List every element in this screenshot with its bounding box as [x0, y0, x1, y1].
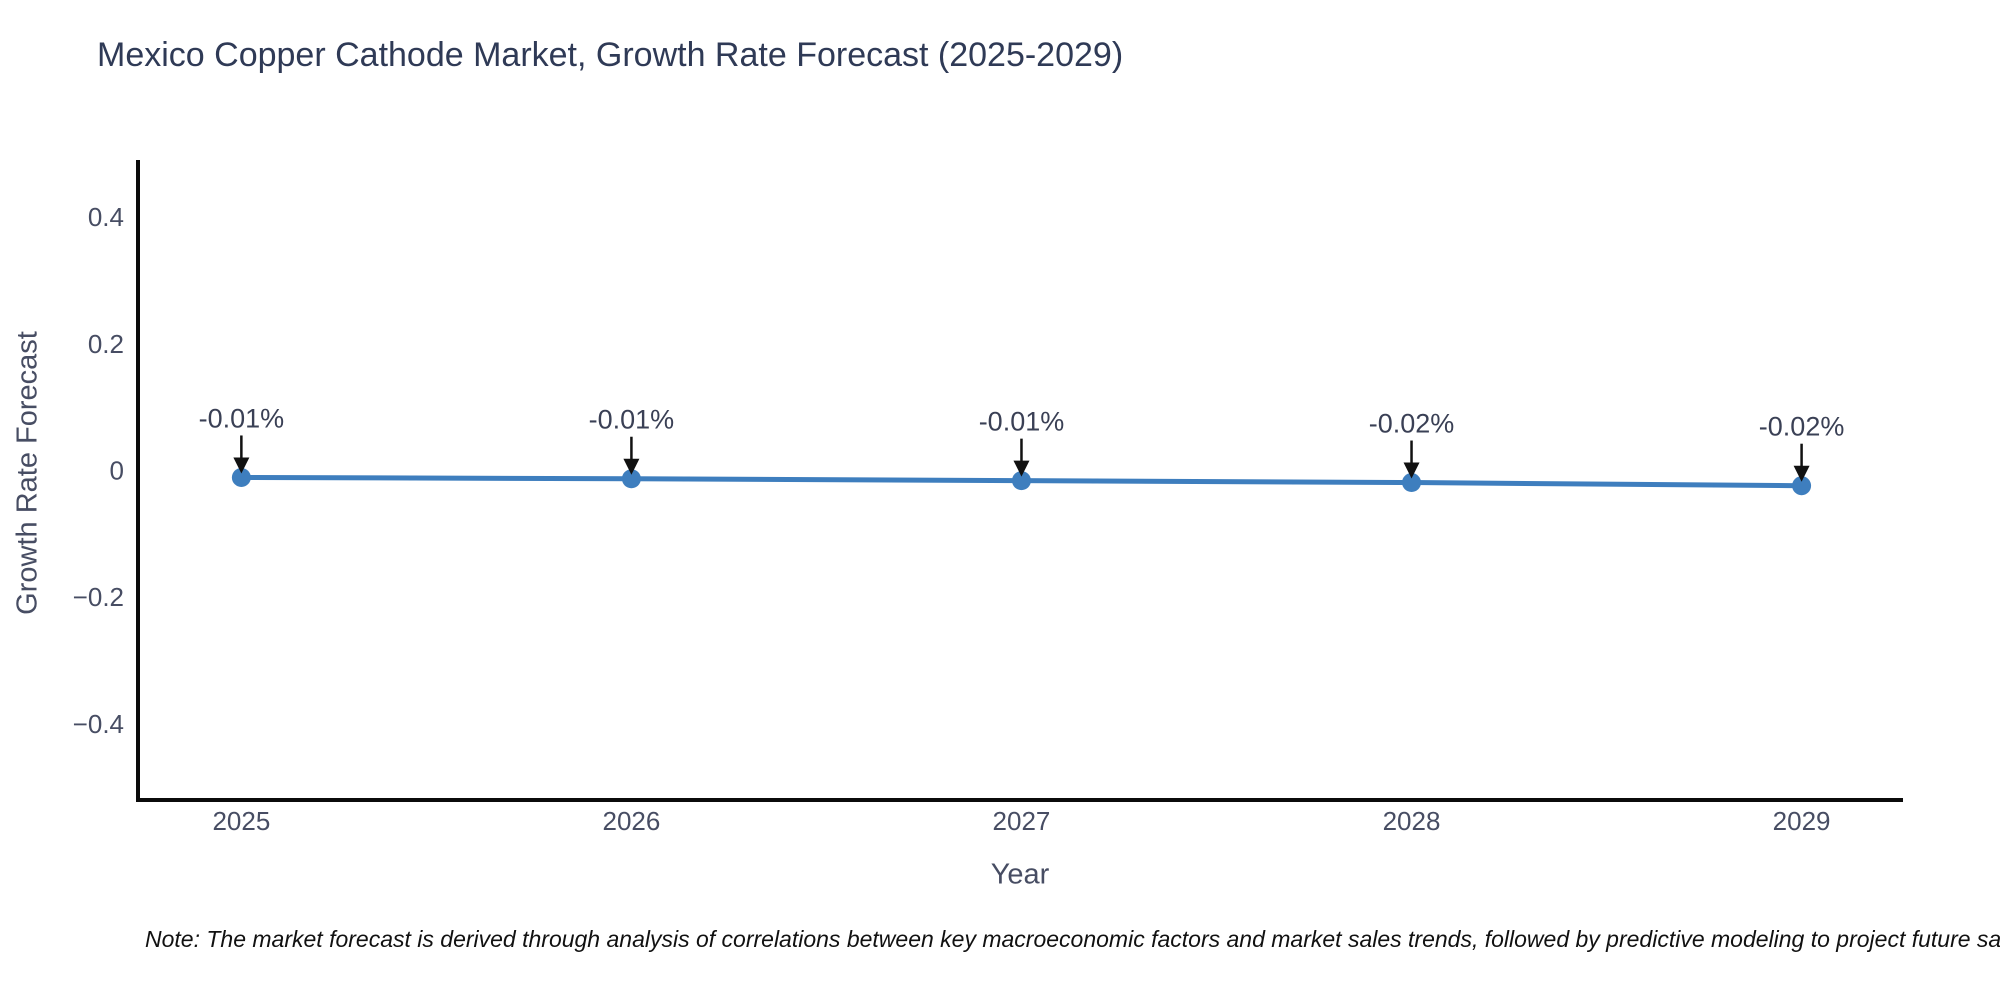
y-tick-label: 0.4: [88, 202, 124, 232]
y-tick-label: −0.4: [73, 709, 124, 739]
annotation-label: -0.01%: [589, 405, 675, 435]
annotation-arrow-head: [233, 457, 250, 474]
x-tick-label: 2028: [1383, 806, 1441, 836]
y-tick-label: 0.2: [88, 329, 124, 359]
data-point-marker[interactable]: [231, 467, 251, 487]
annotation-label: -0.01%: [199, 403, 285, 433]
annotation-label: -0.02%: [1759, 412, 1845, 442]
annotation-arrow-head: [1403, 462, 1420, 479]
chart-title: Mexico Copper Cathode Market, Growth Rat…: [97, 36, 1124, 74]
annotation-label: -0.02%: [1369, 409, 1455, 439]
annotation-arrow-head: [623, 458, 640, 475]
x-tick-label: 2026: [602, 806, 660, 836]
x-tick-label: 2025: [212, 806, 270, 836]
y-tick-label: 0: [110, 455, 124, 485]
annotation-label: -0.01%: [979, 407, 1065, 437]
annotation-arrow-head: [1013, 460, 1030, 477]
annotation-arrow-head: [1793, 465, 1810, 482]
data-point-marker[interactable]: [1792, 476, 1812, 496]
data-point-marker[interactable]: [1011, 471, 1031, 491]
x-tick-label: 2027: [993, 806, 1051, 836]
footnote: Note: The market forecast is derived thr…: [145, 926, 2000, 952]
data-point-marker[interactable]: [621, 469, 641, 489]
data-point-marker[interactable]: [1402, 473, 1422, 493]
x-tick-label: 2029: [1773, 806, 1831, 836]
x-axis-title: Year: [990, 858, 1050, 891]
y-tick-label: −0.2: [73, 582, 124, 612]
